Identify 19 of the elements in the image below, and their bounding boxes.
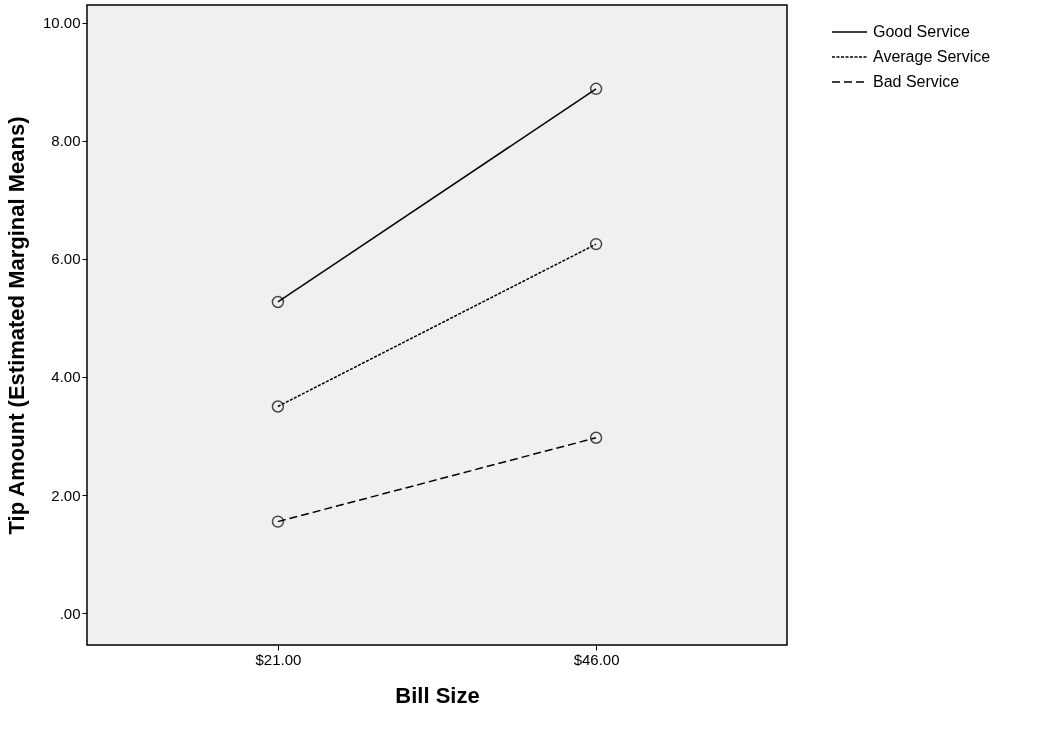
legend-label: Average Service [873,48,991,65]
x-axis-title: Bill Size [395,682,480,708]
point [589,431,603,444]
y-tick-label: 10.00 [42,14,81,32]
y-tick-label: 8.00 [51,132,81,150]
y-axis-title: Tip Amount (Estimated Marginal Means) [3,116,29,535]
y-tick-label: .00 [59,604,81,622]
legend-label: Good Service [873,23,971,40]
y-tick-label: 2.00 [51,486,81,504]
x-tick-label: $21.00 [255,650,302,668]
legend-label: Bad Service [873,73,960,90]
point [271,515,285,528]
point [589,237,603,251]
y-tick-label: 6.00 [51,250,81,268]
point [589,82,603,96]
x-tick-label: $46.00 [573,650,620,668]
y-tick-label: 4.00 [51,368,81,386]
point [271,400,285,413]
point [271,295,285,309]
